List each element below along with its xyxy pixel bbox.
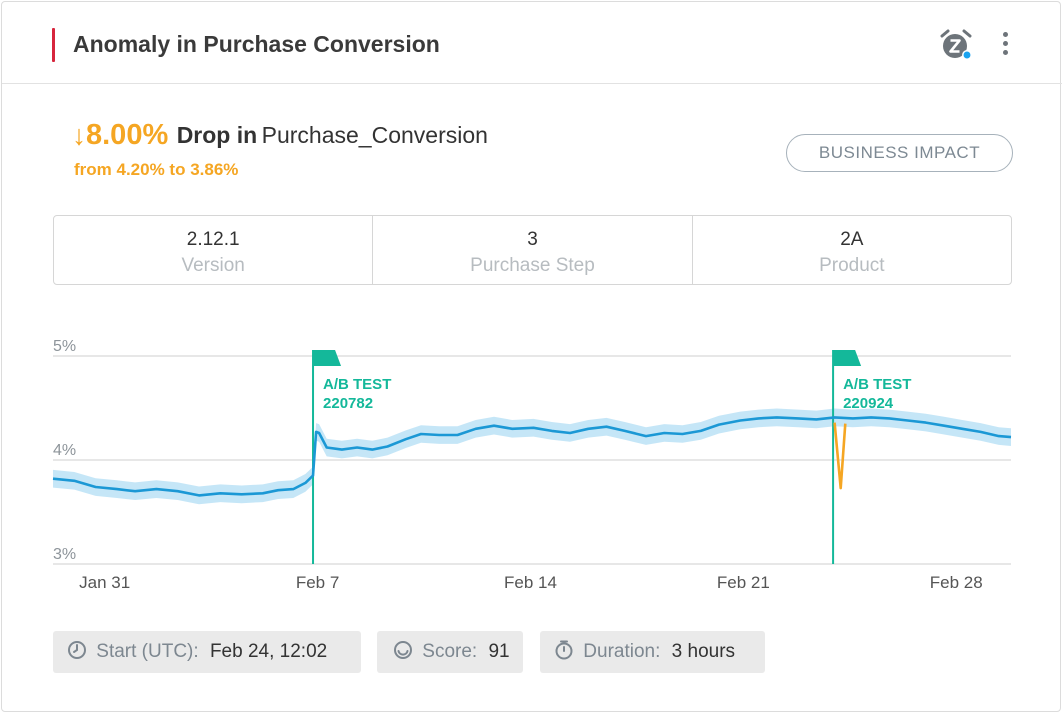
y-tick-label: 4% bbox=[53, 442, 76, 459]
start-label: Start (UTC): bbox=[96, 641, 199, 662]
metric-chart[interactable]: 5% 4% 3%Jan 31 Feb 7 Feb 14 Feb 21 Feb 28 A/B T… bbox=[2, 332, 1062, 602]
start-value: Feb 24, 12:02 bbox=[209, 641, 328, 662]
severity-accent-bar bbox=[52, 28, 55, 62]
business-impact-button[interactable]: BUSINESS IMPACT bbox=[786, 134, 1013, 172]
marker-id: 220924 bbox=[843, 395, 894, 412]
marker-label: A/B TEST bbox=[843, 376, 911, 393]
x-tick-label: Feb 7 bbox=[296, 573, 339, 592]
ab-test-flag-icon bbox=[833, 350, 862, 366]
start-time-pill: Start (UTC): Feb 24, 12:02 bbox=[53, 631, 361, 673]
score-label: Score: bbox=[422, 641, 478, 662]
stopwatch-icon bbox=[555, 640, 573, 660]
more-options-icon[interactable] bbox=[997, 30, 1013, 60]
y-tick-label: 3% bbox=[53, 546, 76, 563]
x-tick-label: Feb 21 bbox=[717, 573, 770, 592]
x-tick-label: Feb 28 bbox=[930, 573, 983, 592]
score-pill: Score: 91 bbox=[377, 631, 523, 673]
dimension-value: 2A bbox=[840, 229, 864, 250]
dimension-key: Purchase Step bbox=[470, 255, 595, 276]
x-tick-label: Feb 14 bbox=[504, 573, 557, 592]
metric-name: Purchase_Conversion bbox=[261, 122, 488, 148]
x-tick-label: Jan 31 bbox=[79, 573, 130, 592]
down-arrow-icon: ↓ bbox=[72, 119, 86, 151]
dimension-key: Version bbox=[181, 255, 245, 276]
score-gauge-icon bbox=[394, 641, 412, 659]
confidence-band bbox=[53, 408, 1011, 505]
direction-label: Drop in bbox=[176, 122, 258, 148]
change-range: from 4.20% to 3.86% bbox=[74, 160, 239, 179]
y-tick-label: 5% bbox=[53, 338, 76, 355]
clock-icon bbox=[68, 641, 86, 659]
marker-label: A/B TEST bbox=[323, 376, 391, 393]
anomaly-headline: ↓8.00% Drop in Purchase_Conversion bbox=[72, 119, 488, 152]
card-header: Anomaly in Purchase Conversion bbox=[2, 2, 1062, 84]
ab-test-flag-icon bbox=[313, 350, 342, 366]
series-line bbox=[52, 416, 1012, 497]
snooze-alarm-icon[interactable] bbox=[937, 28, 973, 62]
dimension-product: 2A Product bbox=[693, 216, 1011, 284]
card-title: Anomaly in Purchase Conversion bbox=[73, 31, 440, 57]
duration-pill: Duration: 3 hours bbox=[540, 631, 765, 673]
dimension-value: 3 bbox=[527, 229, 538, 250]
marker-id: 220782 bbox=[323, 395, 373, 412]
duration-value: 3 hours bbox=[671, 641, 736, 662]
score-value: 91 bbox=[488, 641, 510, 662]
duration-label: Duration: bbox=[583, 641, 661, 662]
dimension-purchase-step: 3 Purchase Step bbox=[373, 216, 693, 284]
dimension-value: 2.12.1 bbox=[186, 229, 240, 250]
change-percent: 8.00% bbox=[86, 119, 169, 151]
dimension-version: 2.12.1 Version bbox=[54, 216, 374, 284]
dimensions-table: 2.12.1 Version 3 Purchase Step 2A Produc… bbox=[53, 215, 1012, 285]
anomaly-segment bbox=[833, 422, 847, 490]
dimension-key: Product bbox=[819, 255, 885, 276]
